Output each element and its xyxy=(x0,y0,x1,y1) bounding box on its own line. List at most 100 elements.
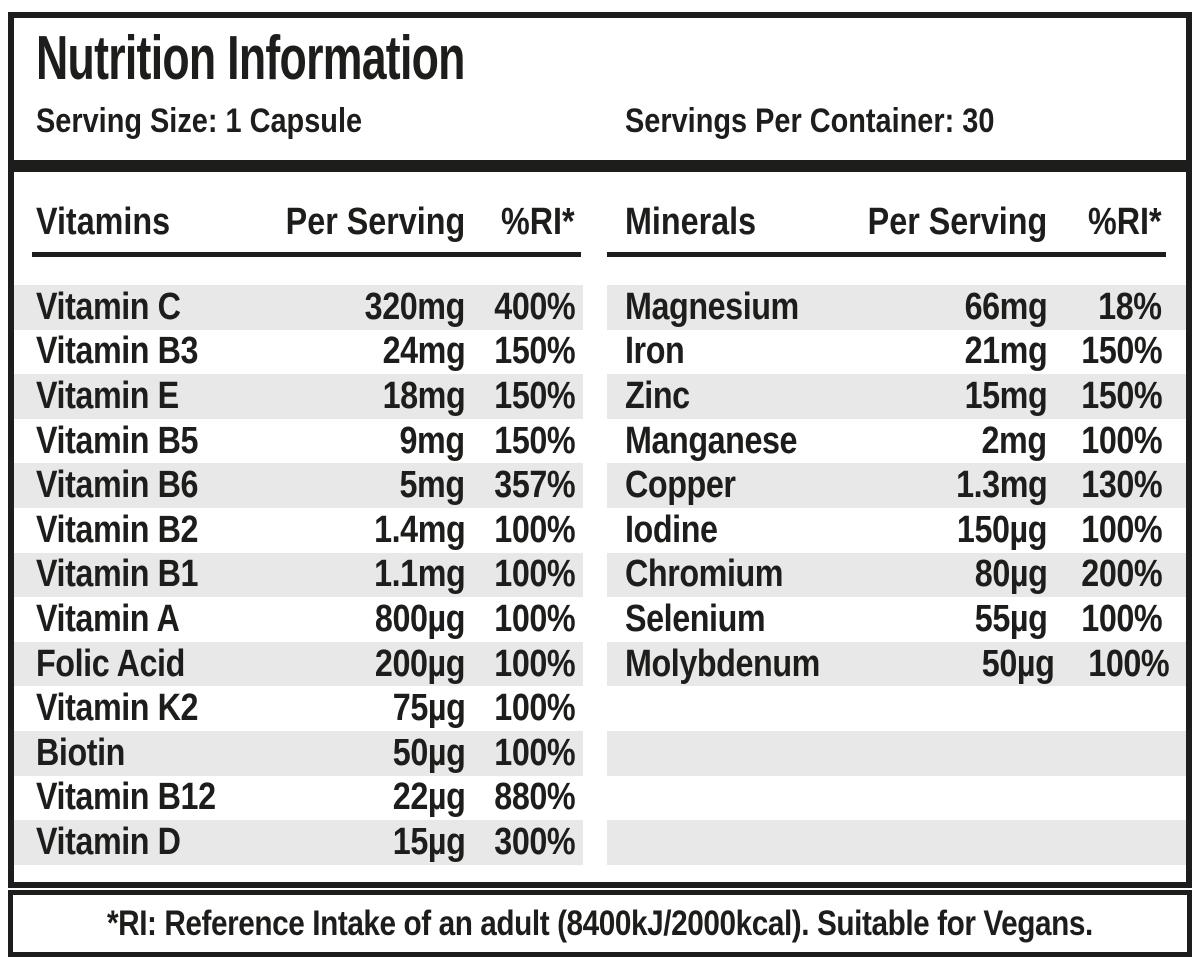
nutrient-name: Zinc xyxy=(625,374,690,417)
serving-info-row: Serving Size: 1 Capsule Servings Per Con… xyxy=(14,100,1186,142)
ri-value: 100% xyxy=(494,597,575,640)
nutrient-name: Folic Acid xyxy=(36,642,185,685)
ri-value: 200% xyxy=(1081,553,1162,596)
nutrient-name: Manganese xyxy=(625,419,798,462)
table-row: Zinc 15mg 150% xyxy=(607,374,1186,419)
minerals-table-header: Minerals Per Serving %RI* xyxy=(607,192,1186,257)
table-row: Iron 21mg 150% xyxy=(607,330,1186,375)
nutrient-name: Biotin xyxy=(36,731,125,774)
ri-value: 100% xyxy=(494,508,575,551)
per-serving-value: 15mg xyxy=(964,374,1047,417)
footnote-text: *RI: Reference Intake of an adult (8400k… xyxy=(107,903,1093,943)
vitamins-table-header: Vitamins Per Serving %RI* xyxy=(14,192,583,257)
per-serving-value: 50µg xyxy=(392,731,465,774)
table-row xyxy=(607,730,1186,776)
per-serving-value: 75µg xyxy=(392,687,465,730)
per-serving-value: 5mg xyxy=(399,464,466,507)
table-row xyxy=(607,820,1186,865)
table-row: Magnesium 66mg 18% xyxy=(607,285,1186,330)
nutrient-name: Copper xyxy=(625,464,736,507)
ri-value: 100% xyxy=(1088,642,1170,685)
per-serving-value: 66mg xyxy=(964,285,1047,328)
ri-value: 150% xyxy=(1081,330,1162,373)
table-row: Vitamin B2 1.4mg 100% xyxy=(14,508,583,553)
nutrient-name: Iodine xyxy=(625,508,718,551)
minerals-column-header: Minerals xyxy=(625,200,757,243)
nutrient-name: Vitamin B2 xyxy=(36,508,199,551)
nutrient-name: Vitamin K2 xyxy=(36,687,199,730)
nutrient-name: Selenium xyxy=(625,597,766,640)
minerals-table: Minerals Per Serving %RI* Magnesium 66mg 1… xyxy=(607,192,1186,865)
table-row: Vitamin K2 75µg 100% xyxy=(14,686,583,731)
nutrient-name: Vitamin C xyxy=(36,285,181,328)
ri-value: 100% xyxy=(1081,508,1162,551)
table-row: Selenium 55µg 100% xyxy=(607,597,1186,642)
per-serving-value: 9mg xyxy=(399,419,466,462)
per-serving-value: 18mg xyxy=(382,374,465,417)
ri-value: 300% xyxy=(494,820,575,863)
ri-column-header: %RI* xyxy=(501,200,575,243)
table-row: Vitamin E 18mg 150% xyxy=(14,374,583,419)
per-serving-value: 21mg xyxy=(964,330,1047,373)
table-row: Manganese 2mg 100% xyxy=(607,419,1186,464)
servings-per-container-text: Servings Per Container: 30 xyxy=(625,102,995,140)
per-serving-value: 24mg xyxy=(382,330,465,373)
nutrient-name: Vitamin B5 xyxy=(36,419,199,462)
nutrition-label-box: Nutrition Information Serving Size: 1 Ca… xyxy=(8,12,1192,888)
ri-value: 357% xyxy=(494,464,575,507)
nutrient-name: Vitamin B12 xyxy=(36,776,216,819)
table-row: Vitamin B3 24mg 150% xyxy=(14,330,583,375)
table-row: Vitamin B1 1.1mg 100% xyxy=(14,552,583,598)
label-title: Nutrition Information xyxy=(36,24,465,93)
serving-size-text: Serving Size: 1 Capsule xyxy=(36,102,363,140)
per-serving-column-header: Per Serving xyxy=(867,200,1047,243)
ri-column-header: %RI* xyxy=(1088,200,1162,243)
nutrient-name xyxy=(625,776,847,819)
table-row: Biotin 50µg 100% xyxy=(14,730,583,776)
ri-value: 100% xyxy=(1081,419,1162,462)
ri-value: 100% xyxy=(494,642,575,685)
table-row: Molybdenum 50µg 100% xyxy=(607,641,1186,687)
nutrient-name xyxy=(625,821,847,864)
per-serving-value: 55µg xyxy=(974,597,1047,640)
table-row xyxy=(607,686,1186,731)
vitamins-column-header: Vitamins xyxy=(36,200,171,243)
per-serving-value: 1.3mg xyxy=(955,464,1048,507)
nutrient-name: Vitamin D xyxy=(36,820,181,863)
per-serving-value: 15µg xyxy=(392,820,465,863)
nutrient-name: Molybdenum xyxy=(625,642,820,685)
table-row: Vitamin B5 9mg 150% xyxy=(14,419,583,464)
nutrient-name: Chromium xyxy=(625,553,784,596)
per-serving-value: 80µg xyxy=(974,553,1047,596)
per-serving-value: 50µg xyxy=(981,642,1055,685)
per-serving-value: 800µg xyxy=(374,597,466,640)
nutrient-name: Iron xyxy=(625,330,685,373)
table-row: Vitamin B6 5mg 357% xyxy=(14,463,583,508)
table-row: Vitamin D 15µg 300% xyxy=(14,820,583,865)
ri-value: 100% xyxy=(1081,597,1162,640)
nutrient-name: Vitamin B1 xyxy=(36,553,199,596)
table-row: Vitamin A 800µg 100% xyxy=(14,597,583,642)
table-row: Vitamin C 320mg 400% xyxy=(14,285,583,330)
divider-bar xyxy=(14,160,1186,172)
table-row: Folic Acid 200µg 100% xyxy=(14,641,583,687)
table-row: Copper 1.3mg 130% xyxy=(607,463,1186,508)
ri-value: 150% xyxy=(494,374,575,417)
table-gap xyxy=(583,192,607,865)
table-row xyxy=(607,776,1186,821)
per-serving-value: 320mg xyxy=(364,285,466,328)
per-serving-value: 2mg xyxy=(981,419,1048,462)
ri-value: 100% xyxy=(494,687,575,730)
ri-value: 400% xyxy=(494,285,575,328)
nutrient-name xyxy=(625,732,847,775)
nutrition-tables: Vitamins Per Serving %RI* Vitamin C 320mg… xyxy=(14,192,1186,865)
per-serving-column-header: Per Serving xyxy=(285,200,465,243)
per-serving-value: 1.1mg xyxy=(373,553,466,596)
ri-value: 18% xyxy=(1098,285,1163,328)
per-serving-value: 1.4mg xyxy=(373,508,466,551)
vitamins-table-body: Vitamin C 320mg 400% Vitamin B3 24mg 150% Vita… xyxy=(14,285,583,865)
nutrient-name: Vitamin B3 xyxy=(36,330,199,373)
ri-value: 150% xyxy=(494,419,575,462)
minerals-table-body: Magnesium 66mg 18% Iron 21mg 150% Zinc 15mg 150%… xyxy=(607,285,1186,865)
per-serving-value: 200µg xyxy=(374,642,466,685)
